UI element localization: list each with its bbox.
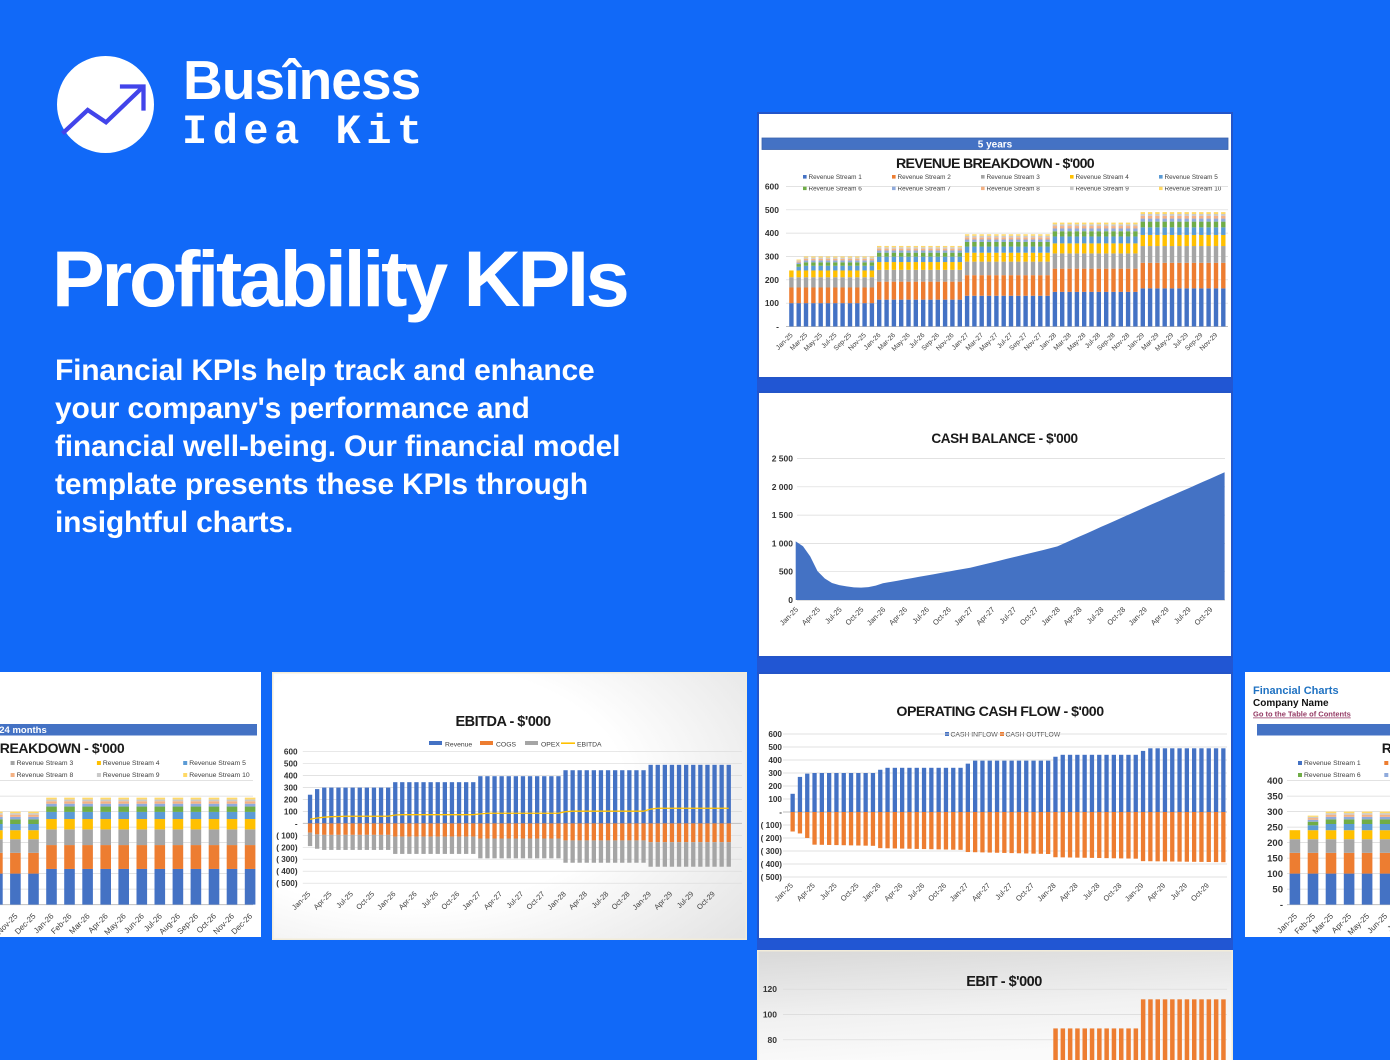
svg-text:EBITDA - $'000: EBITDA - $'000 (455, 714, 550, 730)
svg-text:400: 400 (1267, 776, 1283, 787)
svg-text:100: 100 (284, 808, 298, 817)
svg-text:350: 350 (1267, 791, 1283, 802)
svg-text:EBITDA: EBITDA (577, 741, 602, 748)
svg-text:Revenue Stream 10: Revenue Stream 10 (1165, 186, 1222, 193)
svg-text:200: 200 (284, 796, 298, 805)
svg-text:Revenue Stream 7: Revenue Stream 7 (898, 186, 952, 193)
svg-text:Company Name: Company Name (1253, 698, 1329, 709)
svg-text:-: - (295, 819, 298, 828)
svg-text:1 000: 1 000 (772, 538, 794, 548)
svg-text:600: 600 (765, 181, 779, 191)
svg-text:CASH BALANCE - $'000: CASH BALANCE - $'000 (931, 431, 1077, 446)
svg-text:( 300): ( 300) (276, 855, 298, 864)
svg-text:( 100): ( 100) (276, 831, 298, 840)
svg-text:OPEX: OPEX (541, 741, 560, 748)
svg-text:300: 300 (765, 251, 779, 261)
svg-text:Revenue Stream 10: Revenue Stream 10 (189, 772, 250, 779)
svg-text:CASH INFLOW: CASH INFLOW (951, 731, 999, 738)
svg-text:300: 300 (768, 769, 782, 778)
svg-text:COGS: COGS (496, 741, 516, 748)
svg-text:REVENUE BREAKDOWN - $'000: REVENUE BREAKDOWN - $'000 (0, 740, 125, 756)
svg-text:150: 150 (1267, 853, 1283, 864)
svg-text:( 300): ( 300) (761, 847, 783, 856)
svg-text:Go to the Table of Contents: Go to the Table of Contents (1253, 710, 1351, 719)
svg-text:0: 0 (788, 595, 793, 605)
svg-text:( 400): ( 400) (276, 867, 298, 876)
svg-text:200: 200 (768, 782, 782, 791)
svg-text:100: 100 (1267, 869, 1283, 880)
svg-text:500: 500 (779, 567, 793, 577)
svg-text:Revenue Stream 5: Revenue Stream 5 (1165, 174, 1219, 181)
svg-text:2 000: 2 000 (772, 482, 794, 492)
svg-text:Revenue Stream 8: Revenue Stream 8 (17, 772, 74, 779)
svg-text:250: 250 (1267, 822, 1283, 833)
svg-text:500: 500 (765, 205, 779, 215)
svg-text:( 200): ( 200) (276, 843, 298, 852)
svg-text:24 months: 24 months (0, 725, 47, 736)
svg-text:200: 200 (1267, 838, 1283, 849)
svg-text:500: 500 (284, 760, 298, 769)
svg-text:600: 600 (768, 730, 782, 739)
svg-text:REVENUE BREAKDOWN - $'000: REVENUE BREAKDOWN - $'000 (896, 156, 1095, 172)
svg-text:OPERATING CASH FLOW - $'000: OPERATING CASH FLOW - $'000 (896, 704, 1104, 720)
svg-text:Revenue Stream 4: Revenue Stream 4 (103, 760, 160, 767)
svg-text:100: 100 (763, 1010, 777, 1020)
svg-text:-: - (1280, 900, 1283, 911)
svg-text:400: 400 (284, 772, 298, 781)
svg-text:( 200): ( 200) (761, 834, 783, 843)
svg-text:Revenue: Revenue (445, 741, 472, 748)
svg-text:( 100): ( 100) (761, 821, 783, 830)
svg-text:80: 80 (768, 1035, 778, 1045)
svg-text:600: 600 (284, 748, 298, 757)
svg-text:-: - (776, 322, 779, 332)
svg-text:Revenue Stream 2: Revenue Stream 2 (898, 174, 952, 181)
svg-text:400: 400 (765, 228, 779, 238)
svg-text:Revenue Stream 9: Revenue Stream 9 (103, 772, 160, 779)
svg-text:CASH OUTFLOW: CASH OUTFLOW (1006, 731, 1061, 738)
svg-text:Revenue Stream 5: Revenue Stream 5 (189, 760, 246, 767)
svg-text:200: 200 (765, 275, 779, 285)
svg-text:1 500: 1 500 (772, 510, 794, 520)
svg-text:Financial Charts: Financial Charts (1253, 685, 1339, 697)
svg-text:Revenue Stream 8: Revenue Stream 8 (987, 186, 1041, 193)
svg-text:5 years: 5 years (978, 140, 1013, 151)
svg-text:Revenue Stream 1: Revenue Stream 1 (809, 174, 863, 181)
svg-text:50: 50 (1272, 884, 1283, 895)
svg-text:100: 100 (768, 795, 782, 804)
svg-text:Revenue Stream 1: Revenue Stream 1 (1304, 760, 1361, 767)
svg-text:Revenue Stream 6: Revenue Stream 6 (1304, 772, 1361, 779)
svg-text:Revenue Stream 6: Revenue Stream 6 (809, 186, 863, 193)
svg-text:Revenue Stream 3: Revenue Stream 3 (17, 760, 74, 767)
svg-text:( 500): ( 500) (276, 879, 298, 888)
svg-text:Revenue Stream 4: Revenue Stream 4 (1076, 174, 1130, 181)
svg-text:( 500): ( 500) (761, 873, 783, 882)
svg-text:120: 120 (763, 984, 777, 994)
svg-text:EBIT - $'000: EBIT - $'000 (966, 974, 1042, 990)
svg-text:300: 300 (284, 784, 298, 793)
svg-text:100: 100 (765, 298, 779, 308)
svg-text:Revenue Stream 3: Revenue Stream 3 (987, 174, 1041, 181)
svg-text:REVENUE BREAKDOWN - $'000: REVENUE BREAKDOWN - $'000 (1382, 740, 1390, 756)
svg-text:2 500: 2 500 (772, 454, 794, 464)
svg-text:500: 500 (768, 743, 782, 752)
svg-text:Revenue Stream 9: Revenue Stream 9 (1076, 186, 1130, 193)
svg-text:300: 300 (1267, 807, 1283, 818)
svg-text:-: - (779, 808, 782, 817)
svg-text:400: 400 (768, 756, 782, 765)
svg-text:( 400): ( 400) (761, 860, 783, 869)
